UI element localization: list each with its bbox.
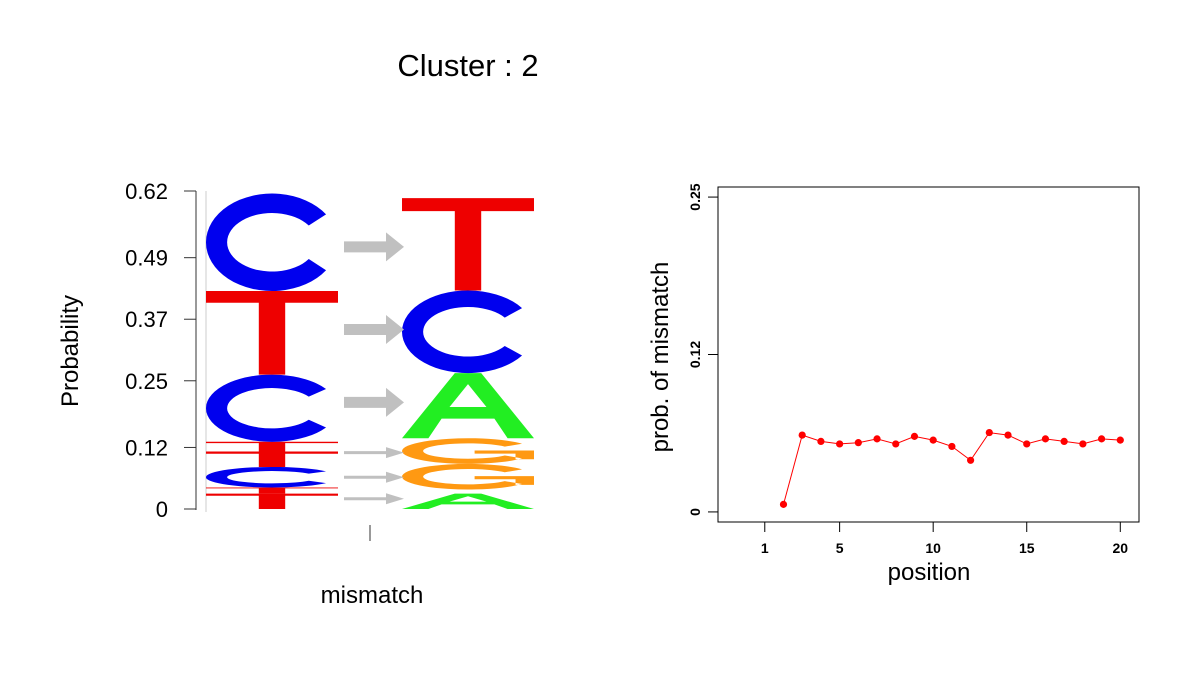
line-data-point xyxy=(779,500,788,508)
logo-letter-a xyxy=(402,493,534,509)
logo-letter-t xyxy=(206,493,338,509)
line-data-point xyxy=(1023,440,1031,448)
logo-y-tick-label: 0 xyxy=(156,497,168,522)
line-data-point xyxy=(1116,436,1124,444)
line-x-tick-label: 5 xyxy=(836,540,844,556)
line-data-point xyxy=(817,437,825,445)
line-data-point xyxy=(873,435,881,443)
logo-transition-arrows xyxy=(344,232,404,505)
logo-letter-t xyxy=(206,291,338,375)
logo-x-axis-label: mismatch xyxy=(321,582,424,609)
line-data-point xyxy=(892,440,900,448)
line-x-axis-label: position xyxy=(888,559,971,586)
mismatch-logo-panel: 0 0.12 0.25 0.37 0.49 0.62 Probability mismat… xyxy=(57,179,534,609)
line-data-point xyxy=(985,428,993,437)
logo-y-axis-label: Probability xyxy=(57,295,84,407)
line-y-axis-label: prob. of mismatch xyxy=(647,262,674,453)
line-data-point xyxy=(1060,437,1068,445)
line-data-point xyxy=(798,431,806,439)
logo-letter-g xyxy=(402,438,534,464)
line-data-point xyxy=(1097,435,1106,443)
line-data-point xyxy=(1079,440,1087,448)
line-data-point xyxy=(854,439,862,447)
line-data-point xyxy=(1004,431,1012,439)
line-x-tick-label: 15 xyxy=(1019,540,1035,556)
line-y-tick-label: 0.25 xyxy=(687,183,703,210)
line-data-point xyxy=(948,442,956,451)
line-x-tick-label: 10 xyxy=(925,540,941,556)
line-data-point xyxy=(1041,435,1050,443)
line-data-point xyxy=(929,436,937,444)
logo-y-tick-label: 0.62 xyxy=(125,179,168,204)
figure-title: Cluster : 2 xyxy=(397,48,538,83)
line-y-tick-label: 0 xyxy=(687,508,703,516)
logo-letter-t xyxy=(402,198,534,291)
logo-letter-c xyxy=(205,374,327,442)
line-y-tick-label: 0.12 xyxy=(687,341,703,368)
transition-arrow xyxy=(344,314,404,344)
logo-letter-g xyxy=(402,463,534,490)
transition-arrow xyxy=(344,387,404,417)
transition-arrow xyxy=(344,471,404,483)
logo-y-tick-label: 0.49 xyxy=(125,246,168,271)
logo-y-ticks: 0 0.12 0.25 0.37 0.49 0.62 xyxy=(125,179,196,522)
logo-letter-c xyxy=(205,193,327,292)
transition-arrow xyxy=(344,447,404,459)
line-plot-box xyxy=(717,186,1140,523)
logo-letter-c xyxy=(205,466,327,488)
line-x-tick-label: 20 xyxy=(1112,540,1128,556)
line-series xyxy=(779,428,1124,508)
transition-arrow xyxy=(344,232,404,262)
logo-letter-t xyxy=(206,441,338,452)
logo-letter-stacks xyxy=(205,193,534,509)
logo-letter-c xyxy=(401,290,523,374)
logo-letter-t xyxy=(206,487,338,494)
line-data-point xyxy=(967,456,975,464)
transition-arrow xyxy=(344,493,404,505)
logo-y-tick-label: 0.37 xyxy=(125,307,168,332)
logo-letter-a xyxy=(402,373,534,439)
line-x-tick-label: 1 xyxy=(761,540,769,556)
logo-y-tick-label: 0.25 xyxy=(125,369,168,394)
line-data-point xyxy=(910,432,919,440)
logo-y-tick-label: 0.12 xyxy=(125,435,168,460)
line-data-point xyxy=(836,440,844,448)
logo-letter-t xyxy=(206,451,338,467)
